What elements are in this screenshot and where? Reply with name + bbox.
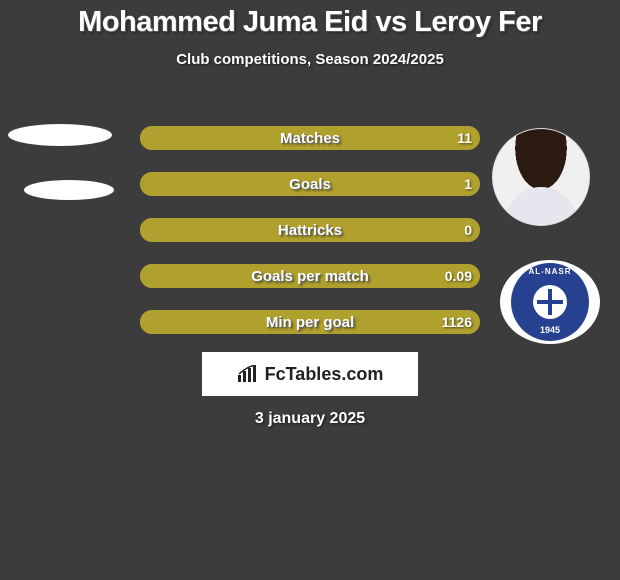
player-right-avatar [492, 128, 590, 226]
stats-chart: 11Matches 1Goals 0Hattricks 0.09Goals per m… [140, 126, 480, 356]
stat-bar-right [140, 172, 480, 196]
stat-value-right: 11 [457, 126, 472, 150]
stat-bar-right [140, 310, 480, 334]
stat-row: 0.09Goals per match [140, 264, 480, 288]
club-left-crest [24, 180, 114, 200]
club-right-crest: AL-NASR 1945 [500, 260, 600, 344]
footer-date: 3 january 2025 [0, 410, 620, 428]
stat-bar-right [140, 126, 480, 150]
subtitle: Club competitions, Season 2024/2025 [0, 51, 620, 68]
crest-core-icon [533, 285, 567, 319]
stat-row: 0Hattricks [140, 218, 480, 242]
page-title: Mohammed Juma Eid vs Leroy Fer [0, 0, 620, 39]
stat-row: 11Matches [140, 126, 480, 150]
stat-row: 1Goals [140, 172, 480, 196]
stat-row: 1126Min per goal [140, 310, 480, 334]
player-left-avatar [8, 124, 112, 146]
stat-value-right: 0 [464, 218, 472, 242]
stat-value-right: 1 [464, 172, 472, 196]
stat-bar-right [140, 218, 480, 242]
crest-top-text: AL-NASR [511, 267, 589, 276]
crest-year: 1945 [511, 325, 589, 335]
bars-icon [237, 365, 259, 383]
stat-value-right: 1126 [442, 310, 472, 334]
stat-bar-right [140, 264, 480, 288]
stat-value-right: 0.09 [445, 264, 472, 288]
brand-badge: FcTables.com [202, 352, 418, 396]
brand-text: FcTables.com [265, 364, 384, 385]
